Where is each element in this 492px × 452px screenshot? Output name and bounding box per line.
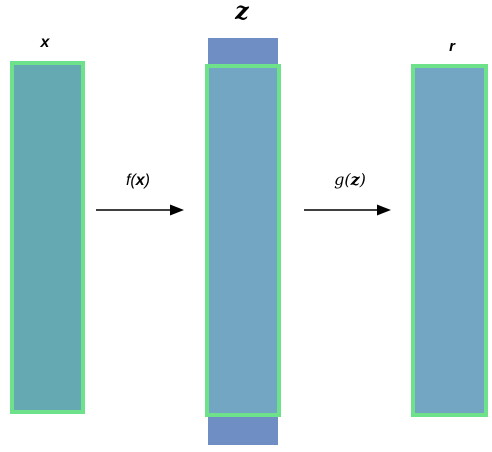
encoder-function-label: f(x) bbox=[125, 172, 150, 189]
output-vector-bar bbox=[411, 64, 488, 417]
decoder-function-label: g(z) bbox=[334, 170, 366, 189]
output-label: r bbox=[449, 38, 455, 55]
input-label: x bbox=[40, 34, 50, 51]
latent-vector-bar bbox=[205, 64, 281, 417]
input-vector-bar bbox=[10, 61, 85, 414]
latent-label: z bbox=[235, 0, 249, 25]
